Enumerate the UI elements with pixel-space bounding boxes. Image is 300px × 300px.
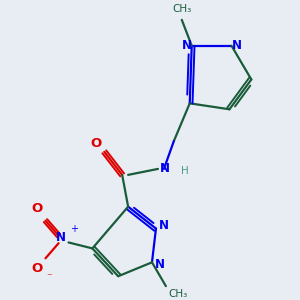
Text: N: N <box>160 162 170 176</box>
Text: N: N <box>56 231 66 244</box>
Text: O: O <box>91 136 102 150</box>
Text: N: N <box>155 258 165 271</box>
Text: +: + <box>70 224 78 233</box>
Text: N: N <box>159 219 169 232</box>
Text: N: N <box>182 39 192 52</box>
Text: ⁻: ⁻ <box>46 272 52 282</box>
Text: CH₃: CH₃ <box>168 289 188 299</box>
Text: CH₃: CH₃ <box>172 4 191 14</box>
Text: N: N <box>232 39 242 52</box>
Text: O: O <box>31 202 42 215</box>
Text: H: H <box>181 166 188 176</box>
Text: O: O <box>31 262 42 275</box>
